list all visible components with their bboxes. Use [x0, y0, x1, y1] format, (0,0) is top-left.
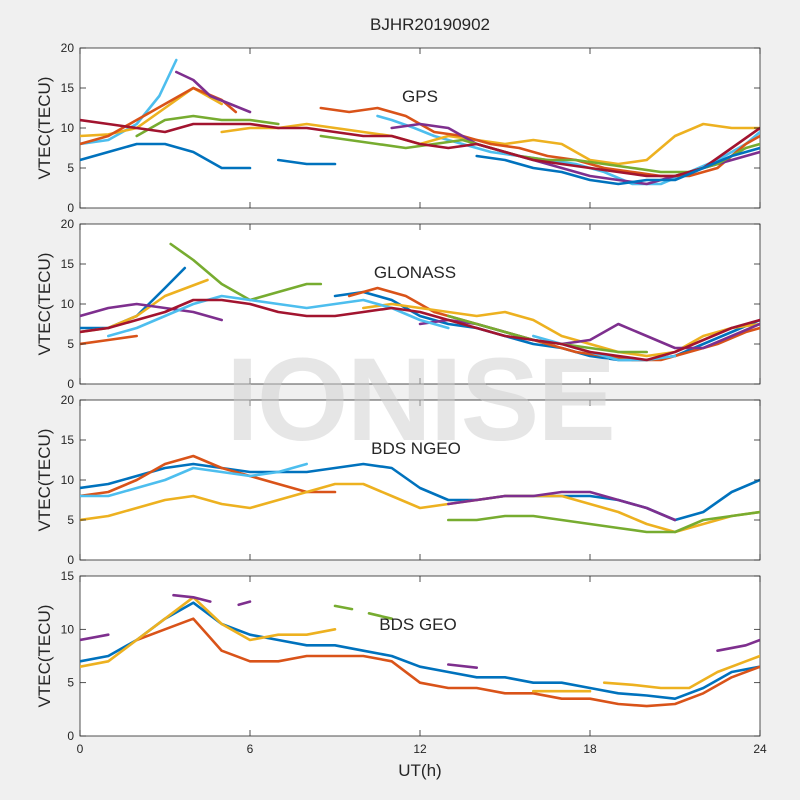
series-line-bds-geo-3-3	[447, 663, 478, 669]
y-tick-label-bds-ngeo-3: 15	[61, 433, 75, 447]
y-tick-label-gps-1: 5	[67, 161, 74, 175]
y-tick-label-glonass-2: 10	[61, 297, 75, 311]
y-axis-label-bds-ngeo: VTEC(TECU)	[35, 429, 54, 532]
series-line-bds-geo-3-1	[172, 593, 212, 603]
series-line-glonass-2-1	[362, 302, 760, 358]
y-axis-label-glonass: VTEC(TECU)	[35, 253, 54, 356]
panel-bds-geo: 0 5 10 15 0 6 12 18 24 BDS GEO VTEC(TECU)	[35, 569, 767, 756]
x-axis-label: UT(h)	[398, 761, 441, 780]
series-line-bds-ngeo-3-0	[447, 490, 677, 522]
series-group-bds-geo	[80, 593, 760, 708]
panel-label-bds-geo: BDS GEO	[379, 615, 456, 634]
y-tick-label-glonass-4: 20	[61, 217, 75, 231]
axes-gps	[79, 47, 761, 209]
x-tick-label-0: 0	[77, 742, 84, 756]
y-axis-label-gps: VTEC(TECU)	[35, 77, 54, 180]
series-line-glonass-6-0	[80, 298, 760, 362]
panel-label-gps: GPS	[402, 87, 438, 106]
series-line-glonass-3-0	[80, 302, 223, 322]
series-line-gps-4-0	[135, 114, 280, 138]
series-group-glonass	[80, 242, 760, 362]
y-tick-label-gps-3: 15	[61, 81, 75, 95]
series-line-bds-geo-0-0	[80, 601, 760, 700]
y-tick-label-bds-ngeo-2: 10	[61, 473, 75, 487]
y-tick-label-gps-2: 10	[61, 121, 75, 135]
panel-glonass: 0 5 10 15 20 GLONASS VTEC(TECU)	[35, 217, 761, 391]
y-axis-label-bds-geo: VTEC(TECU)	[35, 605, 54, 708]
series-group-gps	[80, 58, 760, 186]
series-line-gps-3-0	[175, 70, 252, 114]
panel-label-bds-ngeo: BDS NGEO	[371, 439, 461, 458]
series-line-bds-geo-4-0	[333, 604, 354, 611]
series-line-glonass-0-1	[333, 290, 760, 362]
series-line-bds-ngeo-2-0	[80, 482, 760, 534]
panel-bds-ngeo: 0 5 10 15 20 BDS NGEO VTEC(TECU)	[35, 393, 761, 567]
series-line-glonass-1-0	[80, 334, 138, 346]
series-line-gps-1-1	[220, 122, 760, 166]
series-line-gps-5-0	[80, 118, 760, 178]
series-line-bds-geo-3-2	[237, 600, 252, 607]
series-line-gps-0-0	[80, 58, 178, 146]
y-tick-label-glonass-3: 15	[61, 257, 75, 271]
y-tick-label-glonass-1: 5	[67, 337, 74, 351]
series-line-bds-geo-2-0	[80, 596, 337, 668]
y-tick-label-bds-geo-3: 15	[61, 569, 75, 583]
series-line-gps-6-1	[277, 158, 337, 166]
x-tick-label-3: 18	[583, 742, 597, 756]
series-line-bds-geo-2-2	[602, 654, 760, 690]
series-line-gps-6-2	[475, 146, 760, 186]
series-line-bds-geo-3-0	[80, 633, 110, 642]
panel-gps: 0 5 10 15 20 GPS VTEC(TECU)	[35, 41, 761, 215]
figure-title: BJHR20190902	[370, 15, 490, 34]
y-tick-label-gps-4: 20	[61, 41, 75, 55]
series-line-gps-0-1	[376, 114, 760, 186]
series-line-bds-geo-1-0	[135, 617, 760, 708]
y-tick-label-bds-geo-0: 0	[67, 729, 74, 743]
series-line-bds-ngeo-1-0	[80, 454, 337, 498]
axes-bds-geo	[79, 575, 761, 737]
x-tick-label-4: 24	[753, 742, 767, 756]
axes-bds-ngeo	[79, 399, 761, 561]
y-tick-label-bds-geo-1: 5	[67, 676, 74, 690]
y-tick-label-bds-ngeo-1: 5	[67, 513, 74, 527]
series-line-gps-6-0	[80, 142, 252, 170]
y-tick-label-bds-geo-2: 10	[61, 622, 75, 636]
y-tick-label-bds-ngeo-0: 0	[67, 553, 74, 567]
y-tick-label-gps-0: 0	[67, 201, 74, 215]
series-line-bds-geo-3-4	[716, 638, 760, 652]
series-line-bds-geo-4-1	[367, 612, 393, 620]
y-tick-label-bds-ngeo-4: 20	[61, 393, 75, 407]
x-tick-label-2: 12	[413, 742, 427, 756]
x-tick-label-1: 6	[247, 742, 254, 756]
series-line-bds-ngeo-5-0	[80, 462, 308, 498]
watermark-text: IONISE	[226, 334, 614, 466]
panel-label-glonass: GLONASS	[374, 263, 456, 282]
series-line-gps-2-1	[319, 106, 760, 178]
y-tick-label-glonass-0: 0	[67, 377, 74, 391]
series-line-bds-ngeo-4-0	[447, 510, 760, 534]
series-group-bds-ngeo	[80, 454, 760, 534]
